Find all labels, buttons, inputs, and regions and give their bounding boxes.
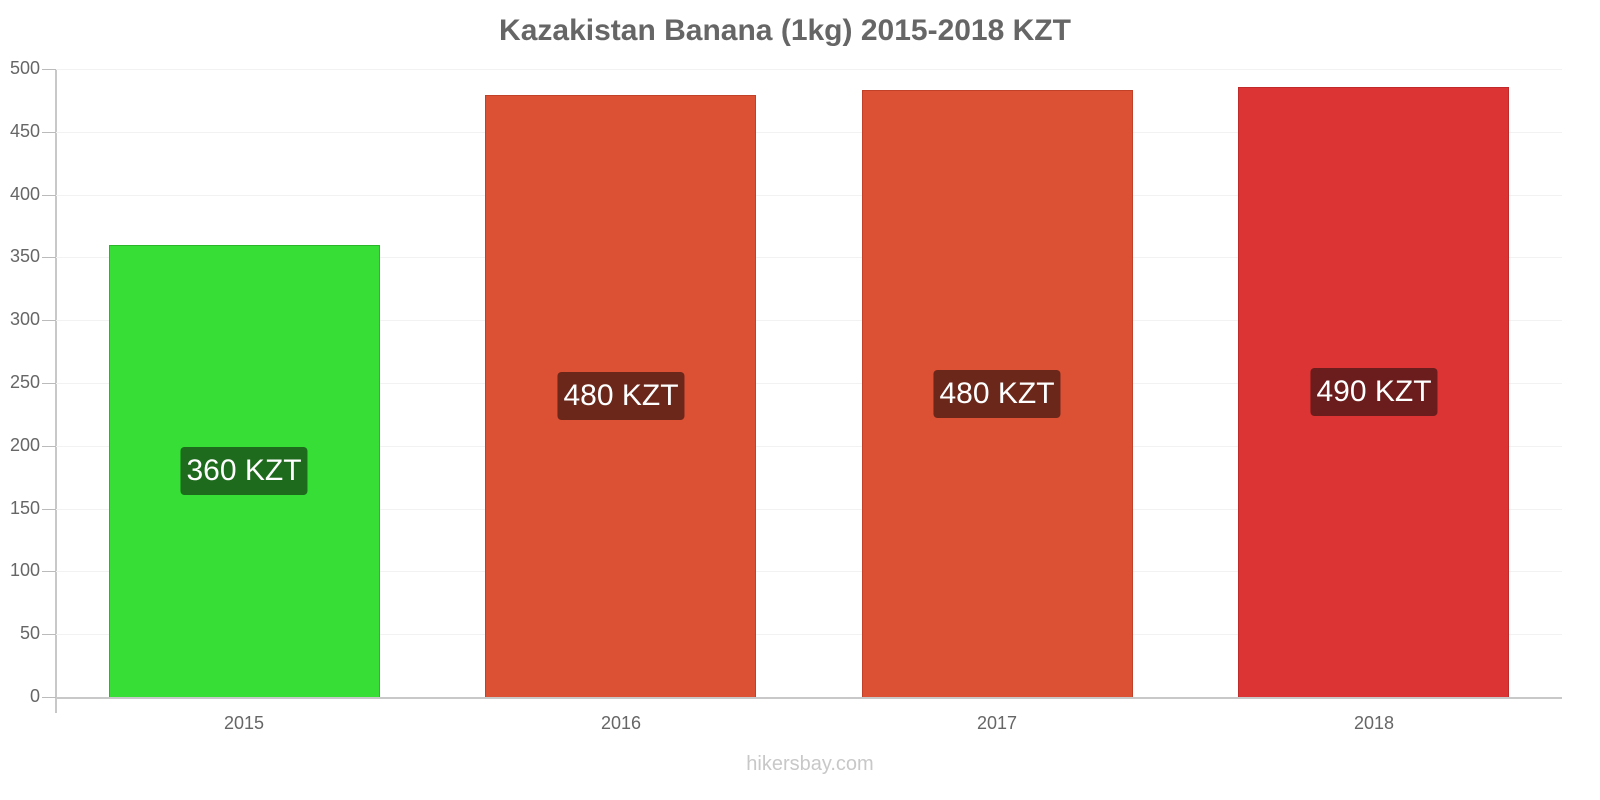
bar-value-label: 360 KZT [180,447,308,495]
y-tick-mark [42,257,56,258]
gridline [56,383,1562,384]
gridline [56,195,1562,196]
x-tick-label: 2015 [223,713,265,733]
y-tick-label: 300 [9,309,40,329]
x-tick-label: 2016 [600,713,642,733]
gridline [56,69,1562,70]
gridline [56,634,1562,635]
y-tick-mark [42,634,56,635]
bar-value-label: 490 KZT [1310,368,1438,416]
gridline [56,132,1562,133]
y-tick-label: 450 [9,121,40,141]
y-tick-label: 500 [9,58,40,78]
x-tick-label: 2017 [976,713,1018,733]
gridline [56,571,1562,572]
y-tick-label: 150 [9,498,40,518]
y-tick-mark [42,571,56,572]
y-tick-mark [42,195,56,196]
y-tick-mark [42,697,56,698]
x-tick-label: 2018 [1353,713,1395,733]
chart-title: Kazakistan Banana (1kg) 2015-2018 KZT [499,14,1071,47]
y-tick-label: 200 [9,435,40,455]
y-tick-mark [42,509,56,510]
y-tick-label: 250 [9,372,40,392]
y-tick-mark [42,132,56,133]
bar-value-label: 480 KZT [933,370,1061,418]
bar-value-label: 480 KZT [557,372,685,420]
y-tick-label: 50 [19,623,40,643]
gridline [56,509,1562,510]
y-tick-label: 350 [9,246,40,266]
x-axis [55,697,1562,699]
gridline [56,446,1562,447]
y-axis [55,69,57,713]
y-tick-label: 100 [9,560,40,580]
watermark: hikersbay.com [746,753,874,775]
y-tick-label: 0 [29,686,40,706]
gridline [56,320,1562,321]
y-tick-mark [42,320,56,321]
y-tick-mark [42,446,56,447]
y-tick-mark [42,69,56,70]
y-tick-mark [42,383,56,384]
gridline [56,257,1562,258]
y-tick-label: 400 [9,184,40,204]
